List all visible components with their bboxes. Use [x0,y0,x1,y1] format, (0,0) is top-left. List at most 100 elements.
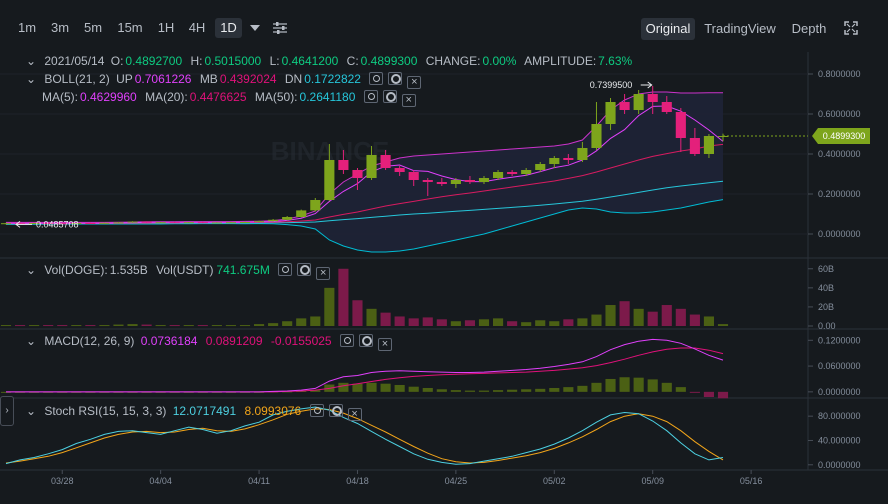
view-original[interactable]: Original [641,18,695,40]
candle-body [14,223,26,225]
eye-icon[interactable] [339,334,354,347]
timeframe-5m[interactable]: 5m [83,20,103,35]
volume-bar [577,318,588,326]
volume-bar [619,301,630,326]
candle-body [155,222,166,224]
y-tick-label: 0.6000000 [818,109,861,119]
last-price-label: 0.4899300 [823,131,866,141]
ohlc-legend: ⌄ 2021/05/14 O: 0.4892700 H: 0.5015000 L: 0… [26,54,637,68]
volume-bar [521,322,532,326]
chevron-down-icon[interactable] [250,25,260,31]
vol-doge-label: Vol(DOGE): [44,263,108,277]
volume-bar [394,316,405,326]
macd-histogram-bar [394,384,405,392]
gear-icon[interactable] [328,404,343,417]
candle-body [549,158,560,164]
timeframe-3m[interactable]: 3m [50,20,70,35]
macd-histogram-bar [408,386,419,392]
eye-icon[interactable] [363,90,378,103]
macd-histogram-bar [380,383,391,392]
volume-bar [310,316,321,326]
candle-body [563,158,574,160]
timeframe-1h[interactable]: 1H [157,20,175,35]
volume-bar [197,325,208,327]
boll-legend: ⌄ BOLL(21, 2) UP 0.7061226 MB 0.4392024 DN… [26,72,426,89]
chevron-down-icon[interactable]: ⌄ [26,54,37,68]
high-value: 0.5015000 [204,54,262,68]
gear-icon[interactable] [358,334,373,347]
candle-body [29,223,40,224]
macd-histogram-bar [436,389,447,392]
macd-histogram-bar [717,391,729,399]
candle-body [0,223,12,225]
chevron-down-icon[interactable]: ⌄ [26,334,37,348]
close-icon[interactable]: × [316,267,331,280]
macd-dif-value: 0.0736184 [140,334,198,348]
high-label: H: [190,54,203,68]
candle-body [268,219,279,222]
chevron-down-icon[interactable]: ⌄ [26,404,37,418]
volume-bar [225,325,237,327]
change-label: CHANGE: [425,54,481,68]
volume-bar [141,324,152,326]
volume-bar [675,308,686,326]
y-tick-label: 0.2000000 [818,189,861,199]
chevron-down-icon[interactable]: ⌄ [26,72,37,86]
timeframe-15m[interactable]: 15m [117,20,143,35]
y-tick-label: 60B [818,264,834,274]
y-tick-label: 0.0600000 [818,361,861,371]
vol-doge-value: 1.535B [109,263,148,277]
candle-body [141,221,152,223]
close-icon[interactable]: × [401,94,416,107]
ma5-line [6,105,724,224]
candle-body [689,138,700,154]
high-marker-arrowhead [647,81,653,89]
ma5-label: MA(5): [42,90,78,104]
x-tick-label: 03/28 [51,476,74,486]
y-tick-label: 40B [818,283,834,293]
macd-name: MACD(12, 26, 9) [44,334,135,348]
candle-body [521,170,532,174]
gear-icon[interactable] [297,263,312,276]
candle-body [380,155,391,168]
x-tick-label: 04/18 [346,476,369,486]
candle-body [239,222,251,223]
eye-icon[interactable] [309,404,324,417]
toolbar: 1m 3m 5m 15m 1H 4H 1D Original TradingVi… [0,0,888,52]
view-tradingview[interactable]: TradingView [704,21,776,36]
volume-bar [507,321,518,326]
boll-up-value: 0.7061226 [134,72,192,86]
timeframe-4h[interactable]: 4H [188,20,206,35]
candle-body [253,221,265,223]
candle-body [57,223,68,225]
stoch-d-value: 8.0993076 [244,404,302,418]
sidebar-toggle-chevron-icon[interactable]: › [0,396,14,426]
timeframe-1m[interactable]: 1m [17,20,37,35]
view-depth[interactable]: Depth [791,21,827,36]
macd-histogram-bar [661,382,672,392]
chevron-down-icon[interactable]: ⌄ [26,263,37,277]
macd-dif-line [6,338,724,393]
gear-icon[interactable] [388,72,403,85]
volume-bar [689,314,700,326]
eye-icon[interactable] [369,72,384,85]
stoch-legend: ⌄ Stoch RSI(15, 15, 3, 3) 12.0717491 8.0… [26,404,367,421]
close-icon[interactable]: × [377,338,392,351]
settings-icon[interactable] [272,21,288,35]
close-icon[interactable]: × [407,76,422,89]
volume-bar [450,321,461,326]
fullscreen-icon[interactable] [844,21,858,35]
macd-legend: ⌄ MACD(12, 26, 9) 0.0736184 0.0891209 -0… [26,334,397,351]
candle-body [99,222,110,224]
timeframe-1d[interactable]: 1D [215,18,242,38]
boll-band-fill [6,92,723,252]
volume-bar [633,308,644,326]
close-label: C: [346,54,359,68]
gear-icon[interactable] [382,90,397,103]
volume-bar [155,325,166,327]
candle-body [282,217,293,220]
eye-icon[interactable] [278,263,293,276]
y-tick-label: 80.000000 [818,411,861,421]
close-icon[interactable]: × [347,408,362,421]
